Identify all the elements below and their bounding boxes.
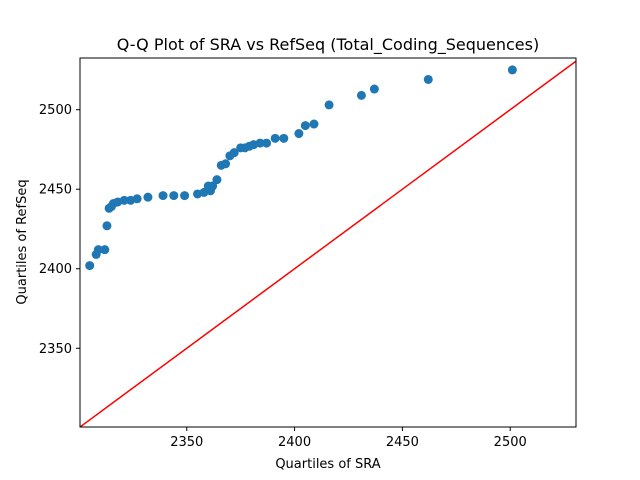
y-axis-ticks: 2350 2400 2450 2500 — [39, 103, 80, 357]
data-point — [100, 245, 110, 255]
data-point — [262, 138, 272, 148]
data-point — [300, 121, 310, 131]
data-point — [102, 221, 112, 231]
y-tick-label: 2500 — [39, 103, 72, 118]
data-point — [93, 245, 103, 255]
data-point — [507, 65, 517, 75]
data-point — [423, 74, 433, 84]
x-axis-label: Quartiles of SRA — [275, 457, 380, 472]
data-point — [221, 159, 231, 169]
chart-title: Q-Q Plot of SRA vs RefSeq (Total_Coding_… — [117, 35, 539, 55]
data-point — [324, 100, 334, 110]
data-point — [158, 191, 168, 201]
data-point — [255, 138, 265, 148]
data-point — [356, 90, 366, 100]
data-point — [169, 191, 179, 201]
y-tick-label: 2400 — [39, 262, 72, 277]
x-tick-label: 2450 — [386, 435, 419, 450]
x-tick-label: 2500 — [494, 435, 527, 450]
y-tick-label: 2450 — [39, 183, 72, 198]
y-tick-label: 2350 — [39, 342, 72, 357]
data-point — [212, 175, 222, 185]
y-axis-label: Quartiles of RefSeq — [15, 179, 30, 304]
data-point — [369, 84, 379, 94]
reference-line-layer — [80, 60, 576, 427]
data-points — [85, 65, 517, 271]
reference-line — [80, 60, 576, 427]
data-point — [85, 261, 95, 271]
data-point — [119, 195, 129, 205]
data-point — [143, 192, 153, 202]
x-tick-label: 2350 — [170, 435, 203, 450]
data-point — [132, 194, 142, 204]
data-point — [309, 119, 319, 129]
plot-frame — [79, 57, 577, 428]
data-point — [180, 191, 190, 201]
data-point — [229, 148, 239, 158]
data-point — [270, 133, 280, 143]
data-point — [294, 129, 304, 139]
x-axis-ticks: 2350 2400 2450 2500 — [170, 427, 527, 450]
data-point — [279, 133, 289, 143]
x-tick-label: 2400 — [278, 435, 311, 450]
data-point — [208, 181, 218, 191]
